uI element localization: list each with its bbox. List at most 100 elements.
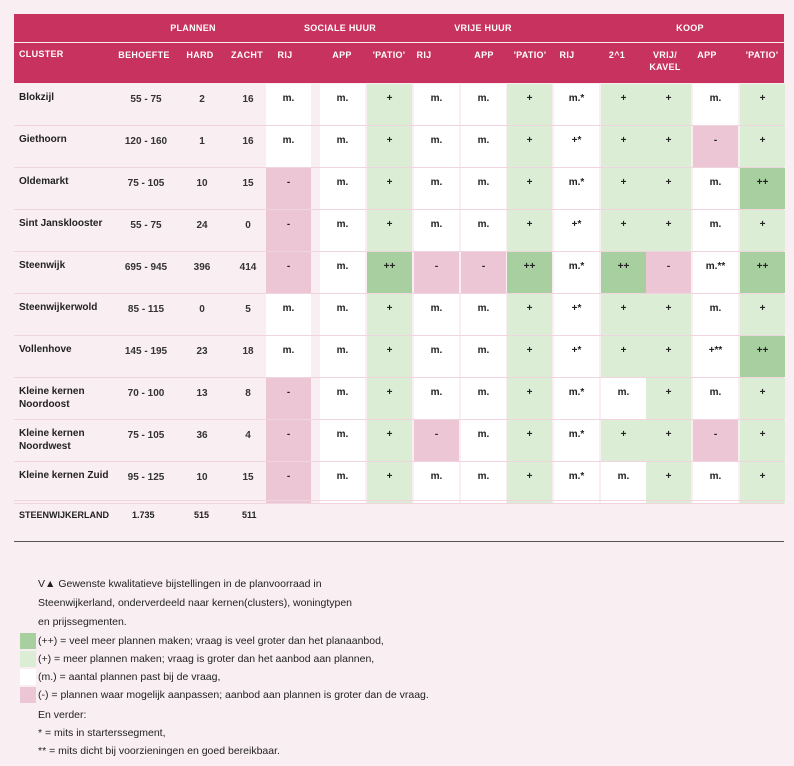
status-cell: + — [740, 378, 785, 419]
cluster-name: Sint Jansklooster — [19, 218, 103, 229]
status-value: m. — [282, 93, 295, 104]
status-value: m. — [430, 177, 443, 188]
status-value: + — [386, 303, 393, 314]
col-hard: HARD — [186, 50, 214, 60]
cluster-name: Kleine kernen Zuid — [19, 470, 109, 481]
status-value: + — [526, 219, 533, 230]
status-cell: + — [646, 84, 691, 125]
status-cell: m. — [266, 336, 311, 377]
status-cell: m. — [320, 126, 365, 167]
cell-behoefte: 55 - 75 — [130, 220, 162, 231]
cluster-name: Steenwijkerwold — [19, 302, 98, 313]
status-cell: m.* — [554, 168, 599, 209]
row-divider — [14, 125, 784, 126]
col-sh-patio: 'PATIO' — [372, 50, 406, 60]
status-cell: + — [601, 168, 646, 209]
status-value: m.* — [568, 429, 585, 440]
status-cell: + — [507, 168, 552, 209]
status-cell: m. — [320, 294, 365, 335]
col-behoefte: BEHOEFTE — [118, 50, 170, 60]
cluster-name: Blokzijl — [19, 92, 55, 103]
status-value: +* — [571, 219, 582, 230]
status-value: + — [665, 303, 672, 314]
status-value: - — [481, 261, 486, 272]
status-value: m. — [282, 135, 295, 146]
status-value: + — [665, 345, 672, 356]
status-value: m. — [430, 93, 443, 104]
status-cell: + — [740, 210, 785, 251]
status-value: + — [665, 93, 672, 104]
status-cell: m.** — [693, 252, 738, 293]
status-cell: m. — [414, 210, 459, 251]
table-row: Blokzijl 55 - 75 2 16 m. m. + m. m. + m.* + + m. + — [14, 84, 785, 125]
status-value: + — [526, 387, 533, 398]
legend-extra-3: ** = mits dicht bij voorzieningen en goe… — [38, 745, 280, 757]
status-value: - — [286, 387, 291, 398]
table-row: Kleine kernen Noordwest 75 - 105 36 4 - m. + - m… — [14, 420, 785, 461]
status-cell: m.* — [554, 252, 599, 293]
status-cell: - — [266, 210, 311, 251]
cluster-name: Oldemarkt — [19, 176, 69, 187]
status-value: m. — [336, 429, 349, 440]
status-value: - — [286, 219, 291, 230]
cell-hard: 0 — [199, 304, 205, 315]
status-value: + — [526, 303, 533, 314]
status-value: + — [526, 93, 533, 104]
status-value: - — [286, 177, 291, 188]
legend-swatch-white — [20, 669, 36, 685]
status-value: m. — [336, 135, 349, 146]
row-divider — [14, 251, 784, 252]
divider — [14, 500, 784, 501]
status-cell: ++ — [740, 168, 785, 209]
status-value: + — [759, 135, 766, 146]
status-value: + — [665, 387, 672, 398]
cluster-name: Kleine kernen Noordwest — [19, 428, 85, 452]
status-cell: + — [367, 126, 412, 167]
status-cell: - — [414, 420, 459, 461]
status-cell: - — [266, 420, 311, 461]
cell-zacht: 414 — [239, 262, 257, 273]
cell-behoefte: 85 - 115 — [127, 304, 165, 315]
row-divider — [14, 377, 784, 378]
status-cell: m. — [461, 420, 506, 461]
status-value: ++ — [383, 261, 396, 272]
status-cell: m. — [266, 294, 311, 335]
status-value: m. — [336, 345, 349, 356]
status-cell: + — [740, 462, 785, 503]
table-row: Kleine kernen Zuid 95 - 125 10 15 - m. + m. m. + m… — [14, 462, 785, 503]
status-value: +** — [708, 345, 723, 356]
status-value: + — [386, 345, 393, 356]
col-cluster: CLUSTER — [19, 49, 64, 59]
status-value: + — [665, 177, 672, 188]
cell-zacht: 4 — [245, 430, 251, 441]
status-cell: m. — [461, 126, 506, 167]
cell-zacht: 5 — [245, 304, 251, 315]
status-value: + — [665, 135, 672, 146]
status-value: + — [386, 219, 393, 230]
status-value: m. — [709, 303, 722, 314]
legend-item-1: (++) = veel meer plannen maken; vraag is… — [38, 635, 384, 647]
legend-extra-1: En verder: — [38, 709, 87, 721]
status-value: + — [665, 471, 672, 482]
status-value: m. — [430, 135, 443, 146]
status-value: + — [386, 471, 393, 482]
status-value: + — [620, 345, 627, 356]
status-cell: m. — [320, 252, 365, 293]
status-value: m. — [477, 471, 490, 482]
status-cell: + — [646, 126, 691, 167]
col-k-2-1: 2^1 — [608, 50, 626, 60]
status-cell: - — [266, 378, 311, 419]
status-cell: m. — [461, 462, 506, 503]
status-value: m. — [477, 345, 490, 356]
status-cell: + — [646, 420, 691, 461]
status-cell: + — [367, 168, 412, 209]
status-cell: + — [367, 294, 412, 335]
status-cell: m. — [414, 84, 459, 125]
status-cell: +* — [554, 126, 599, 167]
legend-item-2: (+) = meer plannen maken; vraag is grote… — [38, 653, 375, 665]
status-value: m. — [336, 93, 349, 104]
status-cell: +* — [554, 336, 599, 377]
status-value: + — [620, 135, 627, 146]
cell-behoefte: 120 - 160 — [124, 136, 168, 147]
status-value: m. — [617, 387, 630, 398]
